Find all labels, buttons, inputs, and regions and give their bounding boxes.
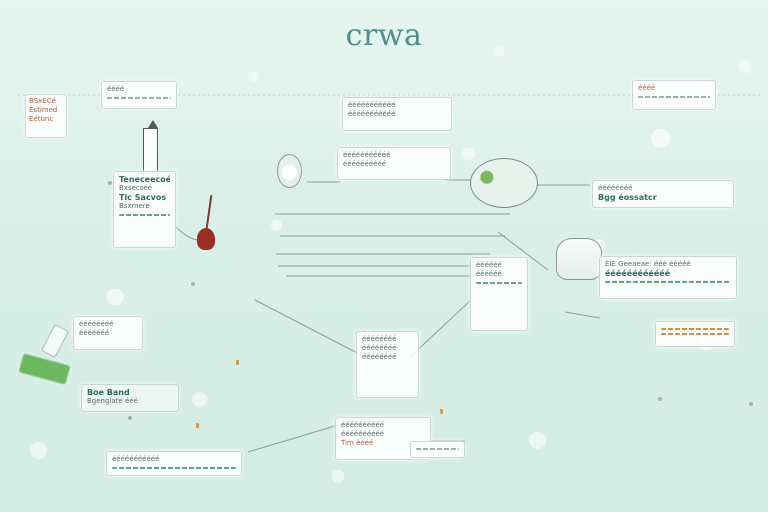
right-mid-line-1: éééééééé (598, 184, 633, 192)
dot-3 (128, 416, 132, 420)
tower-node: Teneceecoé Bxsecséé Tic Sacvos Bsxmere (113, 171, 176, 248)
dot-5 (658, 397, 662, 401)
dot-1 (108, 181, 112, 185)
bottom-center-line-1: éééééééééé (341, 421, 385, 429)
dot-2 (191, 282, 195, 286)
tower-mark (119, 214, 170, 216)
left-top-mark (107, 97, 171, 99)
tower-icon (143, 128, 158, 176)
center-top-line-2: ééééééééééé (348, 110, 396, 118)
left-bottom-text-card: Boe Band Bgenglate ééé (81, 384, 179, 412)
left-top-line-1: BSxECé (29, 97, 56, 105)
center-top-line-1: ééééééééééé (348, 101, 396, 109)
center-stack-line-2: éééééééé (362, 344, 397, 352)
bottom-center-line-2: éééééééééé (341, 430, 385, 438)
right-mid-node: éééééééé Bgg éossatcr (592, 180, 734, 208)
bottom-right-mark (416, 448, 459, 450)
dot-4 (749, 402, 753, 406)
left-mid-line-2: ééééééé (79, 329, 110, 337)
left-top-node: BSxECé Estimed Eétunc (25, 94, 67, 138)
orange-mark-1 (661, 328, 729, 330)
right-top-block: éééé (632, 80, 716, 110)
right-top-mark (638, 96, 710, 98)
center-right-line-1: éééééé (476, 261, 502, 269)
left-top-line-2: Estimed (29, 106, 58, 114)
bottom-left-mark (112, 467, 236, 469)
globe-node-icon (470, 158, 538, 208)
center-right-node: éééééé éééééé (470, 257, 528, 331)
center-right-line-2: éééééé (476, 270, 502, 278)
center-bubble-node: ééééééééééé éééééééééé (337, 147, 451, 180)
center-bubble-line-2: éééééééééé (343, 160, 387, 168)
bottom-center-line-3: Tim éééé (341, 439, 374, 447)
center-bubble-line-1: ééééééééééé (343, 151, 391, 159)
left-mid-node: éééééééé ééééééé (73, 316, 143, 350)
left-bottom-line-1: Boe Band (87, 388, 130, 397)
orange-pin-2 (196, 423, 199, 428)
right-top-text: éééé (638, 84, 656, 92)
orange-pin-3 (440, 409, 443, 414)
right-lower-node: EIE Geeaeae: ééé ééééé éééééééééééé (599, 256, 737, 299)
red-node-icon (197, 228, 215, 250)
bottom-right-mini-card (410, 441, 465, 458)
tower-top-icon (148, 120, 158, 128)
tower-line-4: Bsxmere (119, 202, 150, 210)
tower-line-2: Bxsecséé (119, 184, 153, 192)
right-lower-mark (605, 281, 731, 283)
bottom-left-label-card: ééééééééééé (106, 451, 242, 476)
left-bubble-icon (277, 154, 302, 188)
page-title: crwa (345, 18, 423, 53)
center-right-mark (476, 282, 522, 284)
pitcher-node-icon (556, 238, 602, 280)
left-top-line-3: Eétunc (29, 115, 54, 123)
orange-mark-2 (661, 333, 729, 335)
left-top-label: éééé (107, 85, 125, 93)
left-bottom-line-2: Bgenglate ééé (87, 397, 138, 405)
right-bottom-orange-node (655, 321, 735, 347)
right-mid-line-2: Bgg éossatcr (598, 193, 657, 202)
right-lower-line-2: éééééééééééé (605, 269, 671, 278)
left-mid-line-1: éééééééé (79, 320, 114, 328)
bottom-left-label: ééééééééééé (112, 455, 160, 463)
orange-pin-1 (236, 360, 239, 365)
tower-line-3: Tic Sacvos (119, 193, 167, 202)
left-top-label-card: éééé (101, 81, 177, 109)
center-stack-line-1: éééééééé (362, 335, 397, 343)
center-stack-line-3: éééééééé (362, 353, 397, 361)
center-stack-node: éééééééé éééééééé éééééééé (356, 331, 419, 398)
right-lower-line-1: EIE Geeaeae: ééé ééééé (605, 260, 691, 268)
center-top-node: ééééééééééé ééééééééééé (342, 97, 452, 131)
tower-line-1: Teneceecoé (119, 175, 170, 184)
